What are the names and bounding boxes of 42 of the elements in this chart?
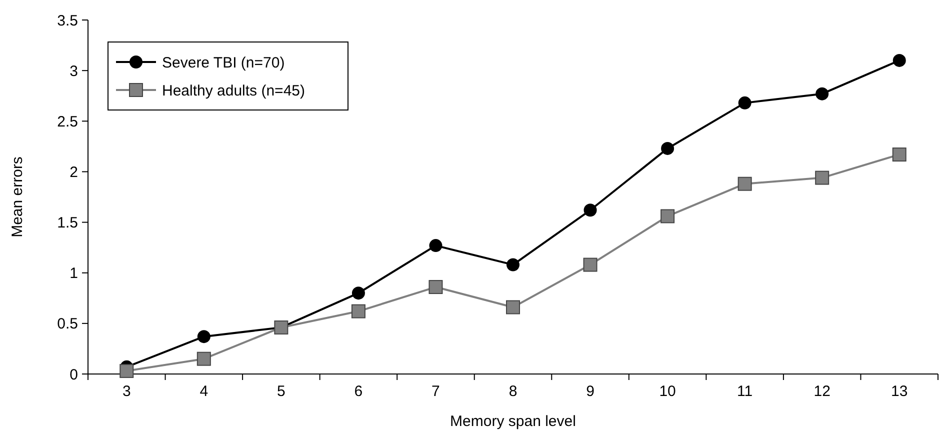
point — [738, 96, 752, 110]
point — [196, 352, 211, 366]
y-tick-label: 2.5 — [57, 113, 78, 130]
point — [197, 330, 210, 344]
x-tick-label: 11 — [737, 383, 753, 400]
x-tick-label: 9 — [586, 383, 594, 400]
y-tick-label: 0.5 — [57, 316, 78, 333]
x-tick-label: 4 — [200, 383, 208, 400]
legend-label: Severe TBI (n=70) — [162, 54, 285, 72]
point — [428, 280, 443, 294]
x-axis-title: Memory span level — [450, 413, 576, 430]
point — [120, 364, 134, 378]
point — [660, 209, 675, 224]
point — [892, 148, 906, 162]
y-tick-label: 1 — [70, 265, 78, 282]
x-tick-label: 13 — [891, 383, 908, 400]
x-tick-label: 3 — [122, 383, 131, 400]
y-tick-label: 3 — [70, 62, 78, 80]
x-tick-label: 10 — [659, 383, 676, 400]
x-tick-label: 12 — [814, 383, 830, 400]
y-axis-title: Mean errors — [9, 156, 26, 238]
point — [352, 286, 365, 300]
y-tick-label: 2 — [70, 164, 78, 181]
x-tick-label: 7 — [432, 383, 440, 400]
point — [816, 87, 829, 100]
legend-label: Healthy adults (n=45) — [162, 82, 306, 100]
point — [815, 170, 830, 185]
x-tick-label: 5 — [277, 383, 286, 400]
point — [351, 304, 366, 318]
x-tick-label: 6 — [354, 383, 363, 400]
point — [583, 258, 598, 272]
y-tick-label: 3.5 — [57, 12, 78, 30]
point — [584, 204, 597, 217]
point — [429, 239, 442, 252]
x-tick-label: 8 — [508, 383, 518, 400]
point — [506, 300, 520, 314]
y-tick-label: 0 — [70, 366, 78, 384]
point — [661, 142, 674, 155]
y-tick-label: 1.5 — [57, 214, 78, 232]
point — [506, 258, 520, 272]
point — [738, 176, 752, 191]
point — [892, 54, 906, 67]
